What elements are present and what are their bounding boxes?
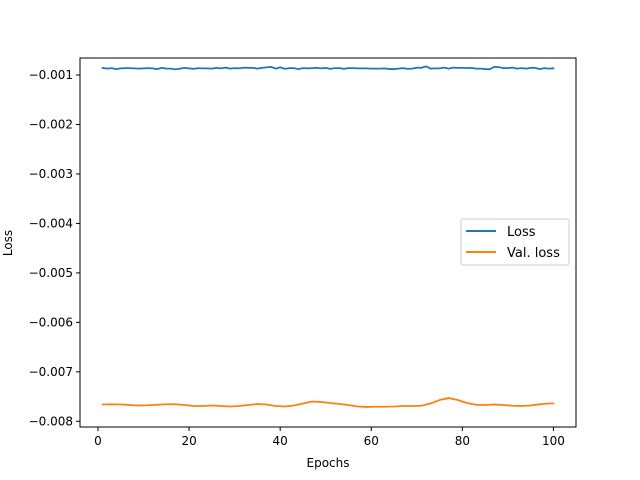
y-tick-label: −0.008 <box>29 414 73 428</box>
plot-frame <box>79 57 577 428</box>
series-layer <box>101 65 555 408</box>
y-tick-label: −0.005 <box>29 266 73 280</box>
x-tick-label: 40 <box>273 434 288 448</box>
y-axis-title: Loss <box>1 230 15 256</box>
y-tick-label: −0.004 <box>29 216 73 230</box>
legend-label-loss: Loss <box>507 225 536 240</box>
series-line-0 <box>101 65 555 71</box>
x-tick-label: 100 <box>542 434 565 448</box>
x-tick-label: 80 <box>455 434 470 448</box>
legend: Loss Val. loss <box>460 218 570 266</box>
x-axis: 0 20 40 60 80 100 <box>94 427 565 448</box>
series-line-1 <box>101 397 555 408</box>
x-axis-title: Epochs <box>307 456 350 470</box>
x-tick-label: 60 <box>364 434 379 448</box>
y-tick-label: −0.002 <box>29 117 73 131</box>
y-axis: −0.008 −0.007 −0.006 −0.005 −0.004 −0.003 −0.0… <box>29 68 80 428</box>
y-tick-label: −0.001 <box>29 68 73 82</box>
y-tick-label: −0.003 <box>29 167 73 181</box>
y-tick-label: −0.007 <box>29 365 73 379</box>
x-tick-label: 20 <box>181 434 196 448</box>
y-tick-label: −0.006 <box>29 315 73 329</box>
legend-label-val-loss: Val. loss <box>507 246 560 261</box>
x-tick-label: 0 <box>94 434 102 448</box>
